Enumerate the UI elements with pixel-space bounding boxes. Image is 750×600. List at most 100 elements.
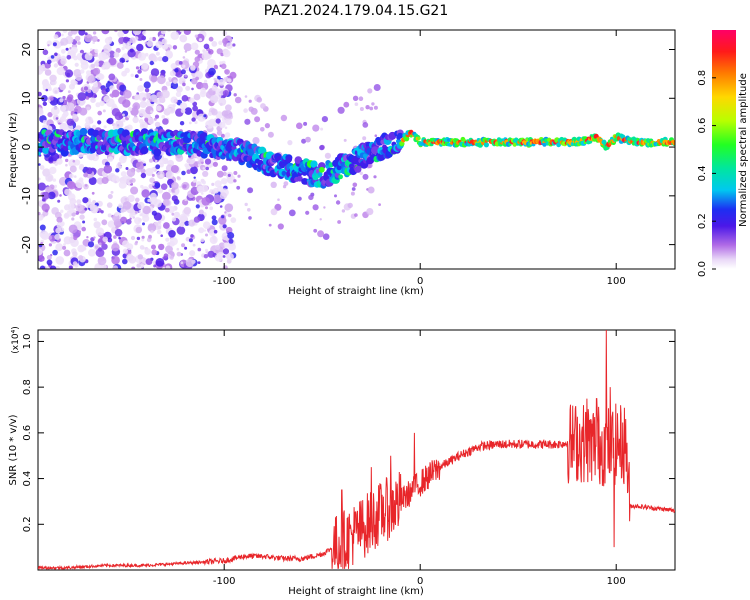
heatmap-speckle [97, 120, 102, 125]
heatmap-speckle [223, 242, 230, 248]
heatmap-speckle [94, 48, 99, 54]
heatmap-speckle [115, 47, 121, 54]
heatmap-speckle [78, 230, 82, 234]
heatmap-speckle [176, 176, 180, 180]
heatmap-speckle [155, 51, 160, 56]
heatmap-speckle [195, 204, 200, 209]
heatmap-speckle [118, 180, 127, 189]
heatmap-speckle [198, 227, 205, 234]
heatmap-speckle [122, 99, 131, 108]
heatmap-speckle [92, 31, 97, 35]
snr-x-axis-label: Height of straight line (km) [288, 586, 424, 597]
heatmap-speckle [107, 117, 114, 125]
heatmap-speckle [139, 100, 147, 108]
heatmap-speckle [52, 42, 57, 47]
heatmap-speckle [150, 68, 160, 77]
heatmap-speckle [106, 202, 113, 208]
heatmap-speckle [244, 202, 248, 207]
heatmap-speckle [151, 249, 158, 256]
heatmap-speckle [175, 60, 181, 66]
heatmap-speckle [244, 95, 248, 98]
heatmap-speckle [216, 170, 224, 178]
heatmap-speckle [117, 30, 124, 38]
heatmap-speckle [132, 102, 141, 111]
colorbar-tick-label: 0.0 [697, 261, 708, 277]
heatmap-speckle [41, 95, 48, 102]
heatmap-speckle [343, 138, 347, 142]
heatmap-speckle [176, 226, 186, 235]
heatmap-speckle [59, 98, 64, 103]
heatmap-speckle [102, 109, 106, 113]
heatmap-speckle [137, 201, 145, 210]
heatmap-speckle [200, 238, 205, 243]
heatmap-y-tick-label: -10 [20, 187, 33, 205]
heatmap-speckle [134, 217, 142, 225]
heatmap-speckle [111, 175, 120, 184]
heatmap-speckle [65, 158, 69, 163]
heatmap-speckle [313, 228, 318, 233]
heatmap-speckle [76, 199, 82, 205]
heatmap-speckle [101, 177, 109, 184]
heatmap-speckle [211, 215, 217, 221]
heatmap-speckle [84, 184, 88, 187]
heatmap-speckle [373, 84, 381, 91]
heatmap-speckle [176, 247, 180, 251]
heatmap-speckle [41, 203, 50, 212]
heatmap-speckle [44, 69, 52, 76]
heatmap-speckle [65, 102, 75, 112]
heatmap-speckle [113, 51, 120, 58]
heatmap-speckle [224, 132, 231, 138]
heatmap-speckle [38, 91, 42, 97]
heatmap-speckle [319, 145, 325, 151]
heatmap-speckle [55, 243, 64, 252]
heatmap-speckle [288, 209, 296, 217]
heatmap-speckle [268, 223, 272, 227]
heatmap-speckle [91, 35, 98, 43]
heatmap-speckle [122, 258, 128, 265]
heatmap-speckle [305, 136, 311, 143]
heatmap-speckle [170, 31, 180, 40]
heatmap-speckle [362, 136, 367, 141]
heatmap-speckle [135, 240, 139, 244]
heatmap-speckle [168, 77, 172, 81]
heatmap-speckle [84, 52, 93, 61]
snr-x-tick-label: 100 [607, 576, 626, 587]
heatmap-speckle [81, 226, 86, 232]
heatmap-speckle [62, 95, 66, 100]
heatmap-speckle [167, 206, 175, 214]
heatmap-speckle [163, 222, 170, 229]
heatmap-speckle [204, 158, 212, 165]
heatmap-speckle [93, 82, 98, 88]
heatmap-speckle [137, 254, 143, 260]
heatmap-speckle [103, 125, 107, 129]
heatmap-speckle [173, 211, 180, 219]
heatmap-speckle [208, 67, 216, 76]
heatmap-speckle [227, 78, 232, 83]
heatmap-speckle [366, 208, 374, 216]
heatmap-speckle [216, 130, 223, 136]
heatmap-speckle [151, 36, 157, 42]
heatmap-speckle [252, 137, 260, 145]
heatmap-speckle [362, 122, 369, 128]
heatmap-speckle [218, 216, 227, 225]
heatmap-speckle [121, 46, 125, 51]
heatmap-speckle [190, 166, 198, 175]
colorbar-tick-label: 0.6 [697, 118, 708, 134]
heatmap-speckle [109, 85, 115, 91]
heatmap-speckle [200, 87, 206, 94]
heatmap-speckle [223, 110, 233, 119]
heatmap-speckle [223, 49, 231, 58]
heatmap-speckle [267, 131, 274, 138]
heatmap-speckle [305, 210, 310, 215]
snr-y-ticks: 0.2 0.4 0.6 0.8 1.0 [22, 333, 675, 532]
heatmap-speckle [55, 266, 60, 269]
heatmap-speckle [122, 113, 125, 117]
heatmap-speckle [92, 124, 97, 130]
heatmap-speckle [229, 71, 237, 79]
heatmap-speckle [371, 102, 375, 106]
heatmap-speckle [119, 57, 125, 64]
heatmap-speckle [160, 183, 168, 190]
heatmap-speckle [93, 221, 101, 229]
heatmap-speckle [63, 236, 72, 245]
heatmap-speckle [362, 173, 369, 180]
